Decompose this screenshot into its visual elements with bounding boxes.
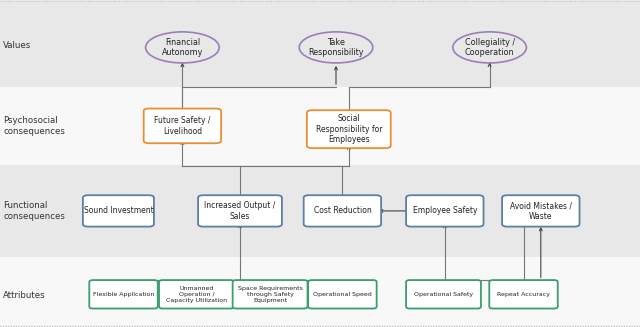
Text: Increased Output /
Sales: Increased Output / Sales [204,201,276,221]
FancyBboxPatch shape [159,280,234,309]
Text: Flexible Application: Flexible Application [93,292,154,297]
Text: Values: Values [3,41,31,50]
Text: Attributes: Attributes [3,291,46,301]
FancyBboxPatch shape [406,280,481,309]
FancyBboxPatch shape [90,280,157,309]
Text: Future Safety /
Livelihood: Future Safety / Livelihood [154,116,211,136]
FancyBboxPatch shape [83,195,154,227]
Text: Psychosocial
consequences: Psychosocial consequences [3,116,65,136]
Text: Collegiality /
Cooperation: Collegiality / Cooperation [465,38,515,57]
FancyBboxPatch shape [502,195,580,227]
Text: Social
Responsibility for
Employees: Social Responsibility for Employees [316,114,382,144]
FancyBboxPatch shape [308,280,376,309]
Text: Financial
Autonomy: Financial Autonomy [162,38,203,57]
Text: Functional
consequences: Functional consequences [3,201,65,221]
FancyBboxPatch shape [198,195,282,227]
Text: Unmanned
Operation /
Capacity Utilization: Unmanned Operation / Capacity Utilizatio… [166,286,227,302]
FancyBboxPatch shape [304,195,381,227]
FancyBboxPatch shape [489,280,558,309]
FancyBboxPatch shape [406,195,484,227]
Text: Cost Reduction: Cost Reduction [314,206,371,215]
Text: Operational Speed: Operational Speed [313,292,372,297]
Text: Operational Safety: Operational Safety [414,292,473,297]
Text: Take
Responsibility: Take Responsibility [308,38,364,57]
Text: Space Requirements
through Safety
Equipment: Space Requirements through Safety Equipm… [237,286,303,302]
FancyBboxPatch shape [233,280,307,309]
Text: Avoid Mistakes /
Waste: Avoid Mistakes / Waste [510,201,572,221]
Bar [0,87,640,165]
Text: Repeat Accuracy: Repeat Accuracy [497,292,550,297]
Bar [0,0,640,87]
Text: Employee Safety: Employee Safety [413,206,477,215]
FancyBboxPatch shape [307,110,390,148]
Text: Sound Investment: Sound Investment [84,206,153,215]
Bar [0,257,640,325]
FancyBboxPatch shape [143,109,221,143]
Bar [0,165,640,257]
